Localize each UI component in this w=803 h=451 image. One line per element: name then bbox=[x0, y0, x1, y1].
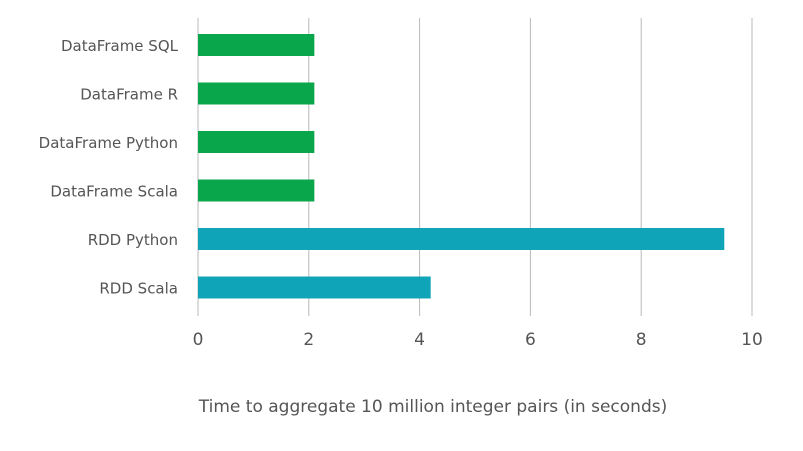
bar-dataframe-scala bbox=[198, 179, 315, 202]
x-tick-label: 0 bbox=[193, 330, 204, 350]
category-label: RDD Python bbox=[88, 231, 178, 249]
category-label: DataFrame Scala bbox=[50, 183, 178, 201]
bars bbox=[198, 34, 725, 299]
x-tick-label: 2 bbox=[303, 330, 314, 350]
bar-dataframe-r bbox=[198, 82, 315, 105]
bar-rdd-python bbox=[198, 228, 725, 250]
x-tick-label: 8 bbox=[636, 330, 647, 350]
bar-dataframe-python bbox=[198, 131, 315, 153]
category-label: DataFrame SQL bbox=[61, 37, 179, 55]
category-labels: DataFrame SQL DataFrame R DataFrame Python… bbox=[39, 37, 179, 298]
category-label: DataFrame R bbox=[80, 86, 178, 104]
bar-rdd-scala bbox=[198, 276, 431, 299]
category-label: DataFrame Python bbox=[39, 134, 178, 152]
gridlines bbox=[197, 18, 753, 316]
category-label: RDD Scala bbox=[99, 280, 178, 298]
x-tick-labels: 0 2 4 6 8 10 bbox=[193, 330, 763, 350]
x-tick-label: 4 bbox=[414, 330, 425, 350]
bar-dataframe-sql bbox=[198, 34, 315, 56]
x-axis-title: Time to aggregate 10 million integer pai… bbox=[198, 397, 667, 417]
x-tick-label: 10 bbox=[741, 330, 763, 350]
x-tick-label: 6 bbox=[525, 330, 536, 350]
